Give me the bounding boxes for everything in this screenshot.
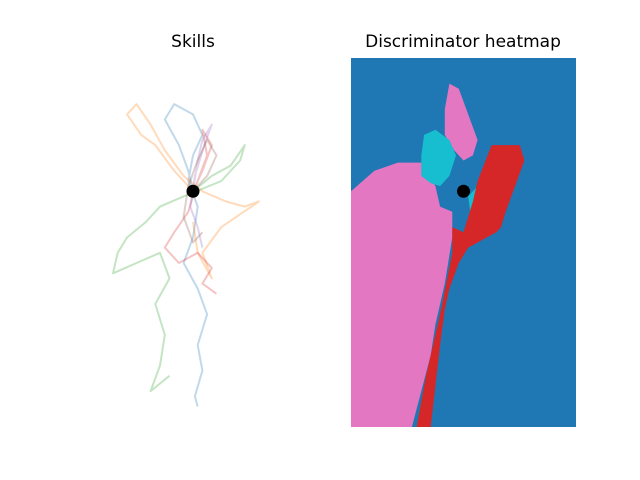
heatmap-region-2 <box>421 129 456 187</box>
skills-chart-title: Skills <box>171 32 215 52</box>
skill-trajectory-4 <box>189 123 213 248</box>
heatmap-region-1 <box>444 83 478 161</box>
skills-plot <box>112 103 260 407</box>
heatmap-origin-marker <box>457 184 470 198</box>
skill-trajectory-3 <box>163 128 218 295</box>
origin-marker <box>186 184 200 198</box>
heatmap-region-0 <box>351 162 453 427</box>
heatmap-chart-title: Discriminator heatmap <box>365 32 561 52</box>
skill-trajectory-2 <box>112 144 246 393</box>
skill-trajectory-1 <box>126 103 260 280</box>
discriminator-heatmap <box>351 58 576 427</box>
heatmap-region-4 <box>416 145 525 427</box>
skill-trajectory-5 <box>182 139 218 244</box>
